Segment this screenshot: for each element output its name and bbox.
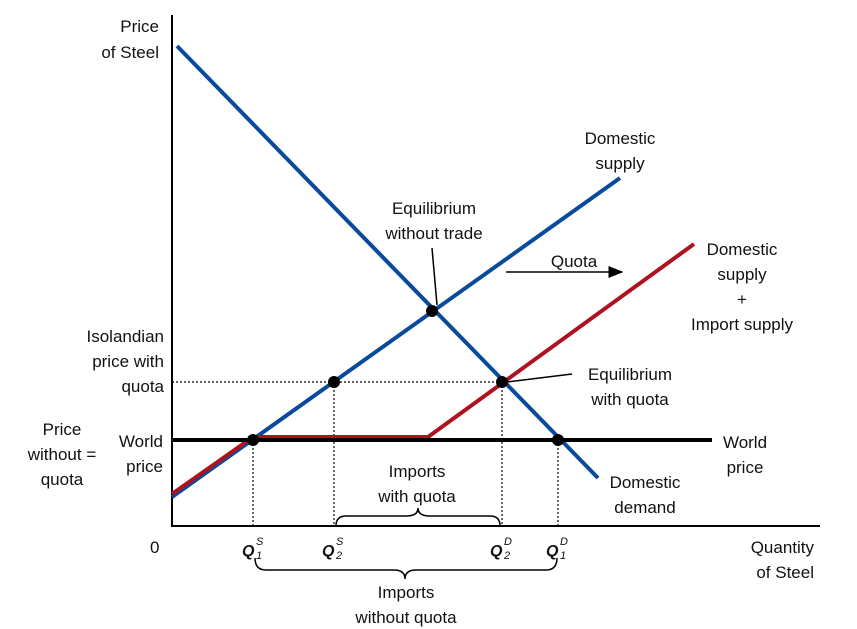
q2s-superscript: S (336, 536, 344, 548)
equilibrium-without-trade-point (426, 305, 438, 317)
q1s-subscript: 1 (256, 550, 262, 562)
q1d-main: Q (546, 543, 559, 560)
equilibrium-with-quota-point (496, 376, 508, 388)
eq-quota-leader (506, 373, 573, 383)
imports-no-quota-label-line1: Imports (378, 583, 435, 602)
eq-quota-label-line1: Equilibrium (588, 365, 672, 384)
price-quota-label-line1: Isolandian (86, 327, 164, 346)
q1s-label: Q S 1 (242, 536, 264, 562)
domestic-demand-curve (175, 44, 600, 480)
eq-quota-label-line2: with quota (590, 390, 669, 409)
combined-supply-label-line4: Import supply (691, 315, 794, 334)
imports-with-quota-brace (335, 507, 501, 527)
price-quota-label-line3: quota (121, 377, 164, 396)
y-axis-label-line2: of Steel (101, 43, 159, 62)
world-price-left-label-line2: price (126, 457, 163, 476)
q2d-label: Q D 2 (490, 536, 512, 562)
domestic-demand-label-line2: demand (614, 498, 675, 517)
world-price-right-label-line2: price (727, 458, 764, 477)
y-axis-label-line1: Price (120, 17, 159, 36)
price-no-quota-label-line3: quota (41, 470, 84, 489)
q1d-superscript: D (560, 536, 568, 548)
imports-without-quota-brace (254, 557, 558, 580)
price-no-quota-label-line1: Price (43, 420, 82, 439)
q2s-subscript: 2 (335, 550, 342, 562)
x-axis-label-line2: of Steel (756, 563, 814, 582)
combined-supply-label-line2: supply (717, 265, 767, 284)
combined-supply-label-line1: Domestic (707, 240, 778, 259)
eq-no-trade-leader (431, 247, 438, 306)
origin-label: 0 (150, 538, 159, 557)
q1d-label: Q D 1 (546, 536, 568, 562)
q1s-superscript: S (256, 536, 264, 548)
domestic-demand-label-line1: Domestic (610, 473, 681, 492)
price-no-quota-label-line2: without = (27, 445, 97, 464)
supply-plus-import-curve (170, 242, 696, 496)
q2d-main: Q (490, 543, 503, 560)
q2d-superscript: D (504, 536, 512, 548)
domestic-supply-quota-point (328, 376, 340, 388)
q1s-main: Q (242, 543, 255, 560)
quota-label: Quota (551, 252, 598, 271)
q2d-subscript: 2 (503, 550, 510, 562)
x-axis-label-line1: Quantity (751, 538, 815, 557)
q1d-subscript: 1 (560, 550, 566, 562)
world-price-right-label-line1: World (723, 433, 767, 452)
price-quota-label-line2: price with (92, 352, 164, 371)
q1s-world-point (247, 434, 259, 446)
imports-quota-label-line1: Imports (389, 462, 446, 481)
imports-quota-label-line2: with quota (377, 487, 456, 506)
domestic-supply-label-line2: supply (595, 154, 645, 173)
domestic-supply-label-line1: Domestic (585, 129, 656, 148)
combined-supply-label-line3: + (737, 290, 747, 309)
q2s-main: Q (322, 543, 335, 560)
eq-no-trade-label-line2: without trade (384, 224, 482, 243)
eq-no-trade-label-line1: Equilibrium (392, 199, 476, 218)
q1d-world-point (552, 434, 564, 446)
imports-no-quota-label-line2: without quota (354, 608, 457, 627)
q2s-label: Q S 2 (322, 536, 344, 562)
world-price-left-label-line1: World (119, 432, 163, 451)
